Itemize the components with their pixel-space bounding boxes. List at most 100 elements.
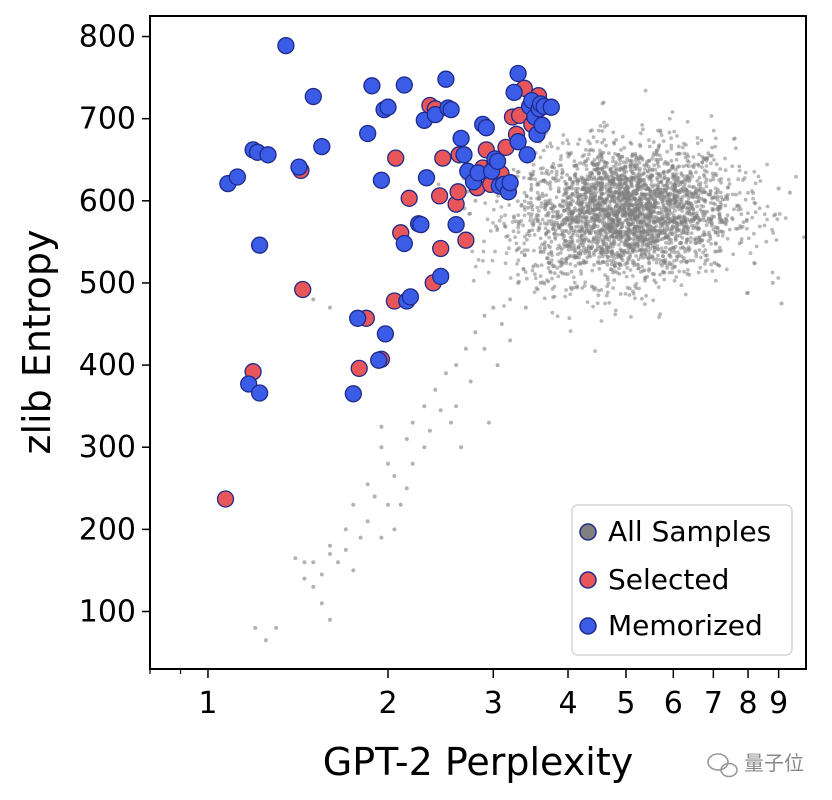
all-samples-point [656, 144, 661, 149]
all-samples-point [546, 172, 551, 177]
all-samples-point [685, 210, 690, 215]
all-samples-point [604, 190, 609, 195]
all-samples-point [597, 255, 602, 259]
all-samples-point [676, 250, 680, 255]
all-samples-point [756, 174, 761, 179]
all-samples-point [629, 180, 634, 185]
all-samples-point [652, 210, 657, 215]
all-samples-point [672, 194, 677, 199]
all-samples-point [516, 272, 520, 277]
all-samples-point [522, 252, 527, 257]
all-samples-point [596, 128, 601, 133]
all-samples-point [581, 186, 586, 191]
all-samples-point [591, 250, 596, 255]
all-samples-point [551, 210, 555, 214]
memorized-point [542, 98, 560, 116]
all-samples-point [569, 287, 574, 292]
all-samples-point [302, 576, 307, 581]
all-samples-point [623, 292, 628, 296]
all-samples-point [710, 222, 715, 226]
all-samples-point [617, 198, 621, 203]
all-samples-point [713, 230, 718, 235]
all-samples-point [627, 293, 632, 297]
all-samples-point [599, 157, 604, 162]
all-samples-point [638, 187, 643, 192]
all-samples-point [613, 235, 617, 240]
all-samples-point [663, 245, 668, 250]
all-samples-point [647, 138, 651, 143]
all-samples-point [662, 277, 667, 282]
all-samples-point [596, 154, 600, 159]
all-samples-point [607, 238, 612, 243]
all-samples-point [580, 238, 585, 243]
all-samples-point [659, 180, 663, 185]
all-samples-point [647, 221, 652, 225]
all-samples-point [667, 247, 672, 252]
selected-point [294, 280, 312, 299]
all-samples-point [632, 232, 637, 236]
all-samples-point [691, 219, 695, 224]
all-samples-point [631, 274, 635, 278]
x-axis-label: GPT-2 Perplexity [323, 740, 633, 784]
all-samples-point [685, 193, 689, 198]
all-samples-point [635, 224, 640, 229]
all-samples-point [691, 155, 696, 159]
all-samples-point [694, 211, 699, 216]
all-samples-point [514, 219, 518, 224]
memorized-point [477, 119, 495, 137]
all-samples-point [624, 225, 629, 230]
memorized-point [250, 384, 269, 402]
all-samples-point [720, 233, 725, 238]
all-samples-point [607, 151, 611, 156]
all-samples-point [606, 250, 611, 254]
all-samples-point [591, 148, 596, 153]
all-samples-point [473, 198, 478, 203]
all-samples-point [667, 192, 671, 197]
all-samples-point [709, 242, 714, 246]
all-samples-point [697, 235, 702, 240]
all-samples-point [655, 187, 660, 192]
all-samples-point [510, 220, 515, 224]
all-samples-point [589, 219, 593, 224]
all-samples-point [392, 474, 397, 478]
all-samples-point [539, 263, 544, 267]
all-samples-point [579, 269, 583, 273]
all-samples-point [319, 572, 324, 577]
all-samples-point [742, 176, 747, 180]
all-samples-point [644, 163, 649, 168]
all-samples-point [488, 229, 493, 233]
all-samples-point [449, 420, 454, 425]
all-samples-point [699, 255, 703, 260]
all-samples-point [561, 236, 566, 241]
all-samples-point [674, 157, 679, 162]
all-samples-point [750, 215, 755, 220]
all-samples-point [633, 212, 638, 217]
all-samples-point [482, 313, 487, 318]
all-samples-point [634, 165, 638, 169]
all-samples-point [536, 209, 541, 213]
all-samples-point [624, 230, 628, 235]
all-samples-point [454, 363, 459, 368]
all-samples-point [559, 270, 563, 275]
all-samples-point [746, 191, 750, 195]
all-samples-point [582, 283, 587, 288]
memorized-point [452, 129, 470, 148]
all-samples-point [519, 202, 524, 207]
all-samples-point [628, 286, 632, 291]
memorized-point [432, 267, 450, 286]
all-samples-point [679, 219, 684, 224]
all-samples-point [745, 226, 749, 231]
all-samples-point [556, 209, 560, 214]
all-samples-point [724, 217, 729, 222]
all-samples-point [551, 162, 556, 166]
all-samples-point [646, 198, 651, 202]
all-samples-point [708, 188, 713, 193]
all-samples-point [493, 249, 497, 254]
all-samples-point [628, 140, 633, 145]
all-samples-point [736, 177, 741, 182]
all-samples-point [724, 267, 729, 272]
x-tick-label: 9 [769, 686, 788, 721]
all-samples-point [555, 314, 560, 319]
all-samples-point [636, 266, 641, 270]
all-samples-point [675, 165, 680, 170]
